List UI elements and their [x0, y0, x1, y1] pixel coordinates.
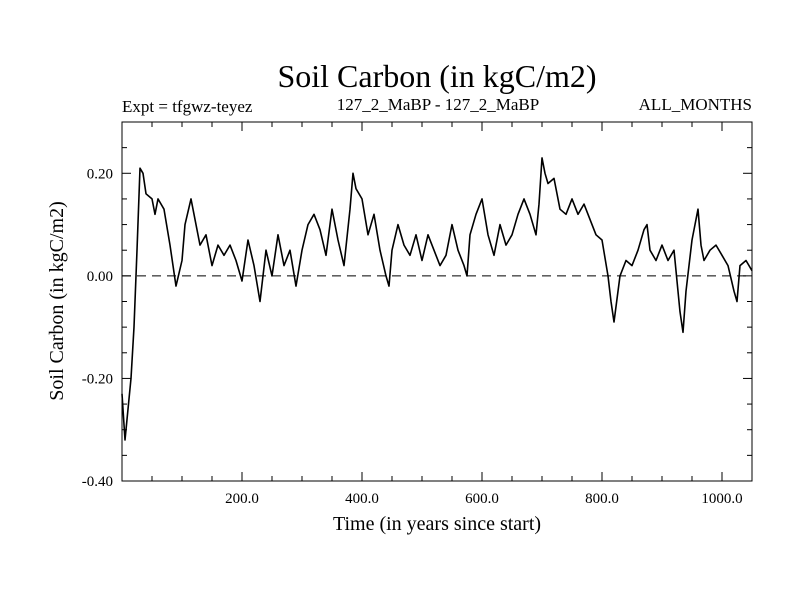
x-tick-label: 600.0 — [465, 491, 499, 507]
plot-frame — [121, 121, 753, 482]
x-tick-label: 800.0 — [585, 491, 619, 507]
months-label: ALL_MONTHS — [639, 95, 752, 114]
y-tick-label: -0.20 — [82, 371, 113, 387]
x-tick-label: 1000.0 — [701, 491, 742, 507]
experiment-label: Expt = tfgwz-teyez — [122, 97, 253, 116]
x-tick-label: 400.0 — [345, 491, 379, 507]
y-tick-labels: -0.40 -0.20 0.00 0.20 — [82, 166, 113, 490]
axis-ticks — [122, 121, 753, 482]
x-axis-label: Time (in years since start) — [333, 513, 541, 535]
y-axis-label: Soil Carbon (in kgC/m2) — [46, 201, 68, 400]
y-tick-label: 0.20 — [87, 166, 113, 182]
period-label: 127_2_MaBP - 127_2_MaBP — [337, 95, 539, 114]
x-tick-label: 200.0 — [225, 491, 259, 507]
soil-carbon-series-line — [121, 157, 753, 441]
chart-title: Soil Carbon (in kgC/m2) — [277, 58, 596, 94]
y-tick-label: -0.40 — [82, 474, 113, 490]
x-tick-labels: 200.0 400.0 600.0 800.0 1000.0 — [225, 491, 743, 507]
y-tick-label: 0.00 — [87, 269, 113, 285]
